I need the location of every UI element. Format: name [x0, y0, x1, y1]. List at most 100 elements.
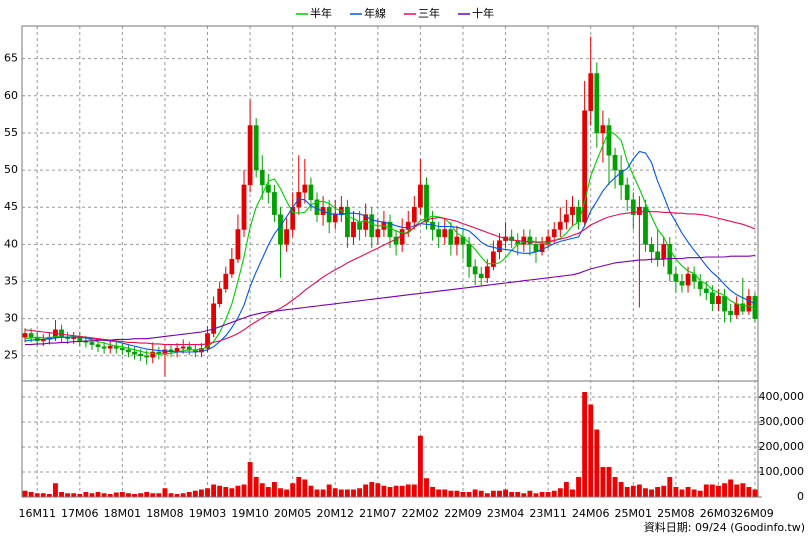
volume-bar: [728, 479, 734, 497]
candle-body: [509, 236, 515, 241]
y2-tick-label: 100,000: [759, 465, 805, 478]
volume-bar: [302, 479, 308, 497]
volume-bar: [472, 489, 478, 497]
y-tick-label: 30: [4, 312, 18, 325]
volume-bar: [582, 392, 588, 497]
volume-bar: [284, 489, 290, 497]
volume-bar: [484, 493, 490, 497]
x-tick-label: 21M07: [359, 507, 397, 520]
candle-body: [576, 206, 581, 223]
volume-bar: [563, 482, 569, 497]
volume-bar: [199, 489, 204, 497]
volume-bar: [521, 493, 527, 497]
plot-frame: [21, 25, 759, 498]
volume-bar: [205, 488, 210, 497]
volume-bar: [740, 483, 746, 497]
candle-body: [265, 184, 271, 193]
volume-bar: [576, 477, 581, 497]
candle-body: [138, 354, 143, 356]
ma-line: [24, 129, 756, 355]
candle-body: [272, 192, 277, 215]
volume-bar: [34, 493, 40, 497]
ma-line: [24, 150, 756, 353]
candle-body: [162, 349, 168, 355]
candle-body: [126, 349, 131, 353]
candle-body: [199, 348, 204, 353]
volume-bar: [454, 490, 460, 497]
candle-body: [150, 351, 156, 358]
volume-bar: [709, 484, 715, 497]
candle-body: [454, 236, 460, 245]
volume-bar: [557, 488, 563, 497]
candle-body: [308, 184, 314, 201]
candle-body: [332, 214, 338, 223]
volume-bar: [217, 485, 223, 497]
volume-bar: [539, 492, 545, 497]
volume-bar: [570, 489, 575, 497]
volume-bar: [247, 462, 253, 497]
y-tick-label: 50: [4, 163, 18, 176]
volume-bar: [430, 487, 436, 497]
candle-body: [101, 346, 107, 349]
volume-bar: [138, 493, 144, 497]
candle-body: [144, 355, 150, 358]
volume-bar: [351, 489, 356, 497]
volume-bar: [95, 492, 101, 497]
candle-body: [740, 303, 746, 312]
volume-bar: [448, 490, 454, 497]
volume-bar: [46, 494, 52, 497]
candle-body: [497, 240, 502, 253]
candle-body: [119, 348, 125, 351]
volume-bar: [180, 493, 186, 497]
ma-line: [25, 254, 756, 346]
y2-tick-label: 200,000: [759, 440, 805, 453]
candle-body: [235, 229, 241, 260]
candle-body: [442, 229, 448, 238]
volume-bar: [405, 484, 411, 497]
volume-bar: [551, 490, 557, 497]
x-tick-label: 26M03: [700, 507, 738, 520]
volume-bar: [606, 467, 612, 497]
volume-bar: [156, 493, 162, 497]
candle-body: [211, 303, 216, 334]
volume-bar: [338, 489, 344, 497]
volume-bar: [83, 492, 89, 497]
volume-bar: [691, 489, 697, 497]
candle-body: [655, 251, 661, 260]
volume-bar: [229, 488, 235, 497]
legend: 半年 年線 三年 十年: [296, 6, 494, 20]
y-tick-label: 35: [4, 274, 18, 287]
volume-bar: [308, 485, 314, 497]
volume-bar: [381, 485, 387, 497]
candle-body: [606, 125, 612, 156]
candle-body: [722, 296, 727, 312]
candle-body: [673, 273, 679, 282]
volume-bar: [241, 484, 247, 497]
x-tick-label: 16M11: [18, 507, 56, 520]
candle-body: [624, 184, 630, 201]
volume-bar: [497, 490, 502, 497]
candle-body: [180, 346, 186, 349]
volume-bar: [661, 485, 667, 497]
volume-bar: [436, 489, 442, 497]
volume-bar: [320, 489, 326, 497]
volume-bar: [679, 489, 685, 497]
candle-body: [472, 266, 478, 275]
x-tick-label: 23M11: [529, 507, 567, 520]
volume-bar: [655, 487, 661, 497]
volume-bar: [667, 477, 673, 497]
x-tick-label: 17M06: [61, 507, 99, 520]
volume-bar: [107, 494, 113, 497]
volume-bar: [235, 485, 241, 497]
volume-bar: [533, 493, 539, 497]
candle-body: [484, 266, 490, 279]
candle-body: [59, 329, 64, 338]
volume-bar: [515, 492, 521, 497]
y-tick-label: 55: [4, 126, 18, 139]
candle-body: [107, 345, 113, 349]
candle-body: [217, 288, 223, 305]
volume-bar: [265, 487, 271, 497]
volume-bar: [186, 492, 192, 497]
volume-bar: [375, 483, 381, 497]
volume-bar: [734, 484, 740, 497]
